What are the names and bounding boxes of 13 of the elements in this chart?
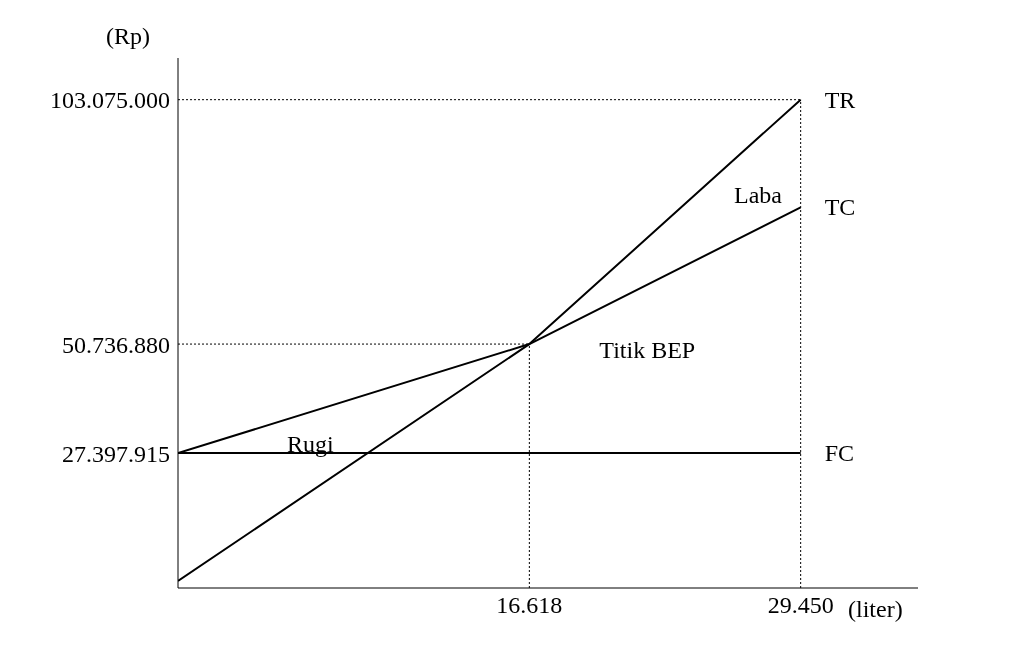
series-label: FC — [824, 440, 855, 467]
series-label: TR — [824, 86, 856, 113]
annotation: Rugi — [287, 431, 334, 457]
annotation: Titik BEP — [599, 337, 696, 364]
y-tick-label: 50.736.880 — [62, 331, 170, 358]
y-tick-label: 27.397.915 — [62, 440, 170, 467]
x-tick-label: 29.450 — [767, 592, 834, 619]
x-tick-label: 16.618 — [496, 592, 563, 619]
series-label: TC — [824, 194, 856, 221]
x-axis-title: (liter) — [848, 596, 903, 622]
y-tick-label: 103.075.000 — [50, 87, 170, 114]
annotation: Laba — [734, 182, 782, 208]
y-axis-title: (Rp) — [106, 23, 150, 49]
